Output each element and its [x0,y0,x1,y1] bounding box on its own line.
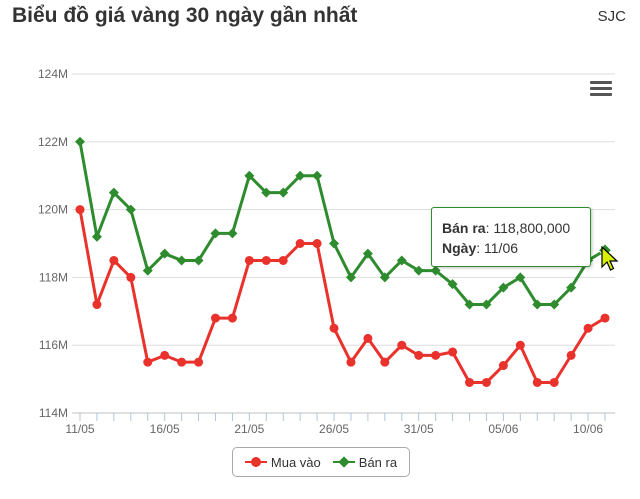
data-point-mua-vao[interactable] [448,347,458,357]
data-point-ban-ra[interactable] [329,238,340,249]
data-point-ban-ra[interactable] [447,279,458,290]
data-point-mua-vao[interactable] [346,357,356,367]
data-point-mua-vao[interactable] [549,377,559,387]
page-title: Biểu đồ giá vàng 30 ngày gần nhất [12,4,358,27]
data-point-mua-vao[interactable] [600,313,610,323]
data-point-ban-ra[interactable] [210,228,221,239]
data-point-ban-ra[interactable] [278,187,289,198]
data-point-mua-vao[interactable] [515,340,525,350]
data-point-mua-vao[interactable] [414,350,424,360]
data-point-ban-ra[interactable] [75,136,85,147]
data-point-ban-ra[interactable] [312,170,323,181]
y-tick-label: 120M [38,203,68,217]
hamburger-menu-icon[interactable] [588,78,614,100]
series-layer [75,136,613,387]
mouse-cursor-icon [601,246,619,271]
data-point-mua-vao[interactable] [227,313,237,323]
tooltip-series-label: Bán ra [442,220,486,236]
data-point-ban-ra[interactable] [464,299,475,310]
data-point-mua-vao[interactable] [160,350,170,360]
x-tick-label: 16/05 [150,422,180,436]
chart-tooltip: Bán ra: 118,800,000 Ngày: 11/06 [431,207,591,267]
data-point-mua-vao[interactable] [481,377,491,387]
legend-item-ban-ra[interactable]: Bán ra [332,454,398,470]
data-point-mua-vao[interactable] [126,272,136,282]
data-point-mua-vao[interactable] [397,340,407,350]
data-point-mua-vao[interactable] [465,377,475,387]
data-point-ban-ra[interactable] [481,299,492,310]
data-point-mua-vao[interactable] [109,255,119,265]
data-point-mua-vao[interactable] [380,357,390,367]
data-point-ban-ra[interactable] [362,248,373,259]
data-point-ban-ra[interactable] [108,187,119,198]
tooltip-line-date: Ngày: 11/06 [442,240,519,256]
data-point-mua-vao[interactable] [92,300,102,310]
data-point-ban-ra[interactable] [125,204,136,215]
data-point-ban-ra[interactable] [142,265,153,276]
x-tick-label: 05/06 [488,422,518,436]
x-tick-label: 31/05 [404,422,434,436]
data-point-ban-ra[interactable] [515,272,526,283]
data-point-ban-ra[interactable] [345,272,356,283]
data-point-ban-ra[interactable] [193,255,204,266]
y-tick-label: 116M [39,338,68,352]
data-point-mua-vao[interactable] [431,350,441,360]
y-tick-label: 124M [38,67,68,81]
x-tick-label: 10/06 [573,422,603,436]
data-point-ban-ra[interactable] [295,170,306,181]
data-point-mua-vao[interactable] [261,255,271,265]
x-tick-label: 21/05 [234,422,264,436]
tooltip-line-value: Bán ra: 118,800,000 [442,220,571,236]
data-point-ban-ra[interactable] [176,255,187,266]
data-point-mua-vao[interactable] [278,255,288,265]
data-point-ban-ra[interactable] [379,272,390,283]
axis-layer: 114M 116M 118M 120M 122M 124M 11/05 16/05 21/05 2… [38,67,606,436]
tooltip-date-label: Ngày [442,240,477,256]
data-point-ban-ra[interactable] [532,299,543,310]
tooltip-date: 11/06 [484,240,519,256]
data-point-ban-ra[interactable] [566,282,577,293]
data-point-ban-ra[interactable] [91,231,102,242]
data-point-mua-vao[interactable] [177,357,187,367]
y-tick-label: 114M [39,406,68,420]
data-point-mua-vao[interactable] [244,255,254,265]
data-point-mua-vao[interactable] [210,313,220,323]
legend-label-ban-ra: Bán ra [358,454,398,470]
data-point-ban-ra[interactable] [396,255,407,266]
data-point-mua-vao[interactable] [75,205,85,215]
x-tick-label: 11/05 [65,422,94,436]
legend-swatch-ban-ra [332,456,355,468]
data-point-ban-ra[interactable] [549,299,560,310]
y-tick-label: 118M [39,270,68,284]
data-point-ban-ra[interactable] [244,170,255,181]
data-point-mua-vao[interactable] [143,357,153,367]
data-point-mua-vao[interactable] [583,323,593,333]
data-point-mua-vao[interactable] [566,350,576,360]
data-point-mua-vao[interactable] [312,239,322,248]
brand-label: SJC [597,8,626,25]
data-point-mua-vao[interactable] [295,239,305,248]
legend-label-mua-vao: Mua vào [270,454,321,470]
data-point-ban-ra[interactable] [498,282,509,293]
tooltip-value: 118,800,000 [493,220,571,236]
data-point-mua-vao[interactable] [329,323,339,333]
chart-legend: Mua vào Bán ra [232,447,410,477]
data-point-ban-ra[interactable] [159,248,170,259]
data-point-mua-vao[interactable] [194,357,204,367]
data-point-mua-vao[interactable] [532,377,542,387]
data-point-mua-vao[interactable] [363,333,373,343]
legend-swatch-mua-vao [244,456,267,468]
legend-item-mua-vao[interactable]: Mua vào [244,454,321,470]
data-point-ban-ra[interactable] [430,265,441,276]
data-point-ban-ra[interactable] [261,187,272,198]
x-tick-label: 26/05 [319,422,349,436]
y-tick-label: 122M [38,135,68,149]
data-point-mua-vao[interactable] [498,361,508,371]
data-point-ban-ra[interactable] [227,228,238,239]
data-point-ban-ra[interactable] [413,265,424,276]
